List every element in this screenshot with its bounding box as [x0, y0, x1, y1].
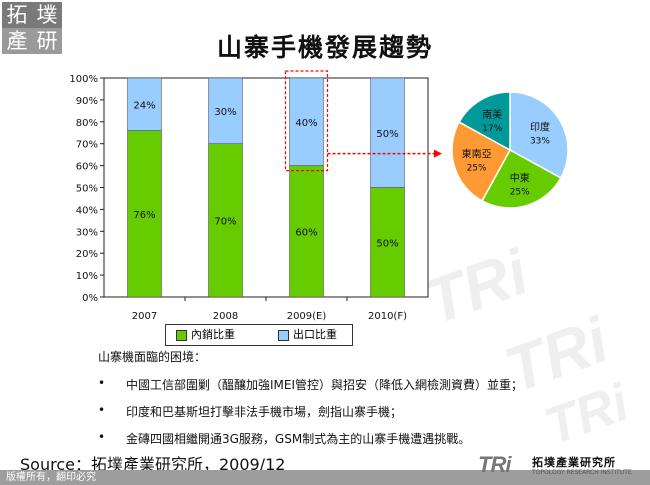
data-label: 50% — [376, 129, 398, 140]
pie-slice — [458, 91, 511, 152]
x-tick-label: 2007 — [132, 311, 157, 322]
logo-char: 墣 — [32, 2, 62, 30]
legend-item-export: 出口比重 — [278, 328, 337, 342]
legend-label: 出口比重 — [293, 328, 337, 341]
footer-bar — [0, 470, 650, 485]
bullet-icon: • — [98, 430, 106, 444]
pie-slice-value: 25% — [467, 164, 487, 174]
x-tick-label: 2009(E) — [287, 311, 327, 322]
data-label: 70% — [214, 216, 236, 227]
bullet-text: 印度和巴基斯坦打擊非法手機市場，劍指山寨手機； — [126, 405, 403, 419]
pie-slice-label: 中東 — [510, 171, 530, 184]
x-tick-label: 2010(F) — [368, 311, 407, 322]
pie-slice-value: 17% — [482, 124, 502, 134]
y-tick-label: 90% — [76, 96, 98, 107]
pie-slice-label: 東南亞 — [462, 148, 492, 161]
y-tick-label: 30% — [76, 227, 98, 238]
bar-export — [289, 77, 324, 166]
pie-slice — [509, 91, 569, 179]
data-label: 40% — [295, 118, 317, 129]
bar-export — [208, 77, 243, 144]
source-citation: Source：拓墣產業研究所，2009/12 — [20, 455, 286, 474]
bar-domestic — [289, 165, 324, 298]
copyright-text: 版權所有，翻印必究 — [6, 472, 96, 483]
y-tick-label: 20% — [76, 249, 98, 260]
bar-domestic — [208, 143, 243, 298]
chart-legend: 內銷比重 出口比重 — [165, 324, 353, 346]
company-logo: 拓 墣 產 研 — [2, 2, 62, 54]
y-tick-label: 50% — [76, 184, 98, 195]
data-label: 24% — [133, 100, 155, 111]
legend-swatch — [278, 329, 289, 341]
pie-slice-label: 南美 — [482, 108, 502, 121]
legend-label: 內銷比重 — [191, 328, 235, 341]
y-tick-label: 40% — [76, 205, 98, 216]
logo-char: 研 — [32, 28, 62, 54]
x-tick-label: 2008 — [213, 311, 238, 322]
bullet-text: 金磚四國相繼開通3G服務，GSM制式為主的山寨手機遭遇挑戰。 — [126, 432, 471, 446]
y-tick-label: 10% — [76, 271, 98, 282]
y-tick-label: 0% — [82, 293, 98, 304]
logo-char: 產 — [2, 28, 32, 54]
arrow-head — [434, 149, 442, 158]
data-label: 60% — [295, 227, 317, 238]
bar-export — [370, 77, 405, 188]
bullet-text: 中國工信部圍剿（醞釀加強IMEI管控）與招安（降低入網檢測資費）並重； — [126, 378, 524, 392]
data-label: 30% — [214, 107, 236, 118]
pie-slice — [451, 121, 512, 202]
stacked-bar-chart: 0% 10% 20% 30% 40% 50% 60% 70% 80% 90% 100% 76% 24% 2… — [69, 70, 442, 322]
data-label: 50% — [376, 238, 398, 249]
pie-slice-value: 25% — [510, 187, 530, 197]
y-tick-label: 70% — [76, 140, 98, 151]
pie-slice — [481, 148, 562, 209]
y-tick-label: 100% — [69, 74, 98, 85]
bullet-icon: • — [98, 376, 106, 390]
pie-chart: 印度 33% 中東 25% 東南亞 25% 南美 17% — [451, 91, 569, 209]
highlight-box — [284, 70, 329, 172]
legend-item-domestic: 內銷比重 — [176, 328, 235, 342]
tri-logo: TRi 拓墣產業研究所 TOPOLOGY RESEARCH INSTITUTE — [478, 452, 643, 482]
tri-logo-name: 拓墣產業研究所 — [532, 456, 616, 469]
legend-swatch — [176, 329, 187, 341]
pie-slice-label: 印度 — [530, 120, 550, 133]
tri-logo-mark: TRi — [478, 452, 511, 477]
tri-logo-subtitle: TOPOLOGY RESEARCH INSTITUTE — [532, 469, 632, 476]
bullet-icon: • — [98, 403, 106, 417]
bar-domestic — [127, 130, 162, 298]
y-tick-label: 60% — [76, 162, 98, 173]
notes-heading: 山寨機面臨的困境： — [98, 350, 207, 364]
bar-export — [127, 77, 162, 131]
data-label: 76% — [133, 210, 155, 221]
page-title: 山寨手機發展趨勢 — [216, 33, 433, 62]
bar-domestic — [370, 187, 405, 298]
y-tick-label: 80% — [76, 118, 98, 129]
pie-slice-value: 33% — [530, 136, 550, 146]
